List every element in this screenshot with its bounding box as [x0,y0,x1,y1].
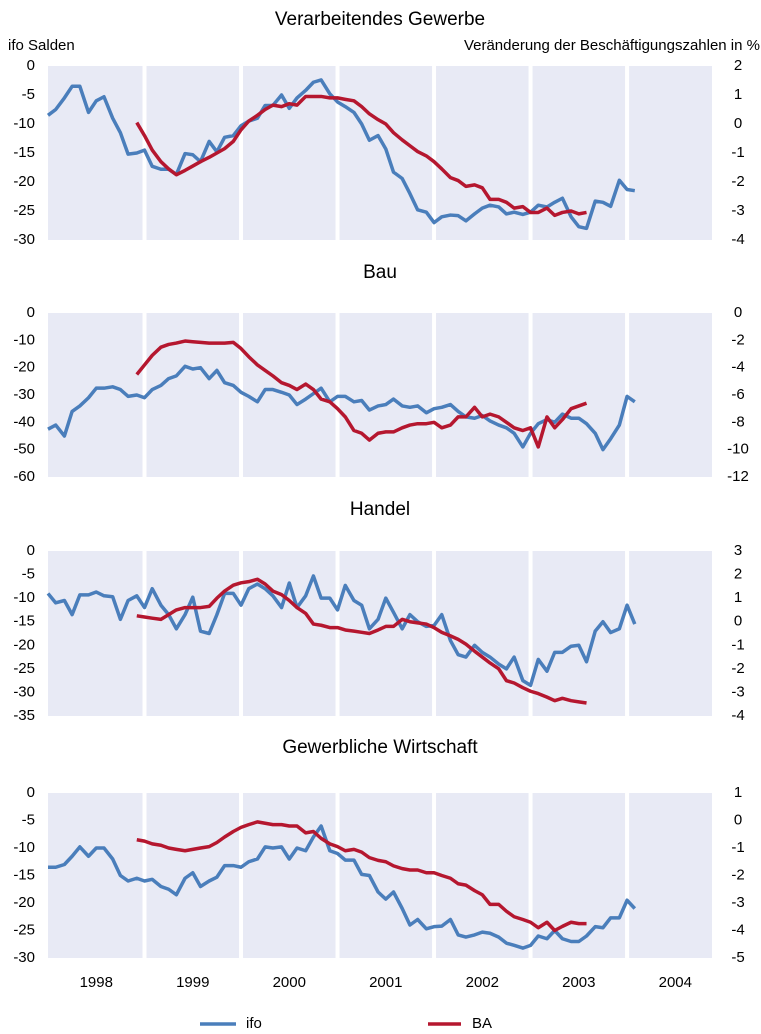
y2-tick-label: 3 [734,542,742,559]
y2-tick-label: -3 [731,894,744,911]
y-tick-label: -15 [13,144,35,161]
y2-tick-label: -4 [731,231,744,248]
x-tick-label: 2001 [369,974,402,991]
y-tick-label: -10 [13,115,35,132]
plot-area [48,793,712,958]
y-tick-label: 0 [27,784,35,801]
y-tick-label: -15 [13,613,35,630]
y2-tick-label: -2 [731,173,744,190]
y-tick-label: -10 [13,589,35,606]
y-tick-label: -10 [13,839,35,856]
x-tick-label: 1998 [80,974,113,991]
y2-tick-label: -2 [731,660,744,677]
y-tick-label: -40 [13,413,35,430]
y-tick-label: -60 [13,468,35,485]
series-line [135,94,587,218]
x-tick-label: 1999 [176,974,209,991]
y-tick-label: -10 [13,331,35,348]
y2-tick-label: -10 [727,441,749,458]
y-tick-label: -30 [13,683,35,700]
y2-tick-label: -3 [731,202,744,219]
y2-tick-label: -6 [731,386,744,403]
x-tick-label: 2002 [466,974,499,991]
x-tick-label: 2003 [562,974,595,991]
series-line [46,574,637,688]
y-tick-label: -30 [13,231,35,248]
y-tick-label: -20 [13,359,35,376]
y2-tick-label: 2 [734,566,742,583]
y2-tick-label: -4 [731,359,744,376]
y2-tick-label: -1 [731,636,744,653]
series-line [46,78,636,231]
y-tick-label: -5 [22,86,35,103]
y2-tick-label: -4 [731,707,744,724]
y2-tick-label: -1 [731,839,744,856]
y-tick-label: -20 [13,636,35,653]
plot-area [48,551,712,716]
y-tick-label: -35 [13,707,35,724]
y2-tick-label: -8 [731,413,744,430]
y2-axis-label: Veränderung der Beschäftigungszahlen in … [464,37,760,54]
series-line [136,577,587,705]
y-tick-label: -50 [13,441,35,458]
y2-tick-label: 1 [734,86,742,103]
y2-tick-label: -2 [731,331,744,348]
y-tick-label: -5 [22,566,35,583]
y2-tick-label: -12 [727,468,749,485]
y-tick-label: -25 [13,202,35,219]
y-tick-label: -5 [22,811,35,828]
y-tick-label: -20 [13,173,35,190]
series-line [47,364,636,452]
x-tick-label: 2000 [273,974,306,991]
legend-label: ifo [246,1015,262,1032]
chart-title: Verarbeitendes Gewerbe [275,9,485,30]
y-tick-label: -25 [13,921,35,938]
y-axis-label: ifo Salden [8,37,75,54]
y2-tick-label: 0 [734,613,742,630]
y2-tick-label: 1 [734,784,742,801]
y-tick-label: 0 [27,57,35,74]
legend-label: BA [472,1015,492,1032]
series-line [48,824,637,950]
plot-area [48,66,712,240]
chart-title: Gewerbliche Wirtschaft [282,737,478,758]
y-tick-label: -30 [13,386,35,403]
y2-tick-label: -2 [731,866,744,883]
chart-title: Bau [363,262,397,283]
y2-tick-label: -5 [731,949,744,966]
y-tick-label: -30 [13,949,35,966]
chart-title: Handel [350,499,410,520]
series-line [136,820,587,933]
y2-tick-label: 2 [734,57,742,74]
y-tick-label: -25 [13,660,35,677]
y2-tick-label: 0 [734,811,742,828]
x-tick-label: 2004 [659,974,692,991]
y2-tick-label: 0 [734,115,742,132]
series-line [135,339,588,449]
y2-tick-label: 1 [734,589,742,606]
y-tick-label: 0 [27,542,35,559]
y-tick-label: -20 [13,894,35,911]
y-tick-label: -15 [13,866,35,883]
y2-tick-label: 0 [734,304,742,321]
y-tick-label: 0 [27,304,35,321]
y2-tick-label: -4 [731,921,744,938]
y2-tick-label: -3 [731,683,744,700]
y2-tick-label: -1 [731,144,744,161]
